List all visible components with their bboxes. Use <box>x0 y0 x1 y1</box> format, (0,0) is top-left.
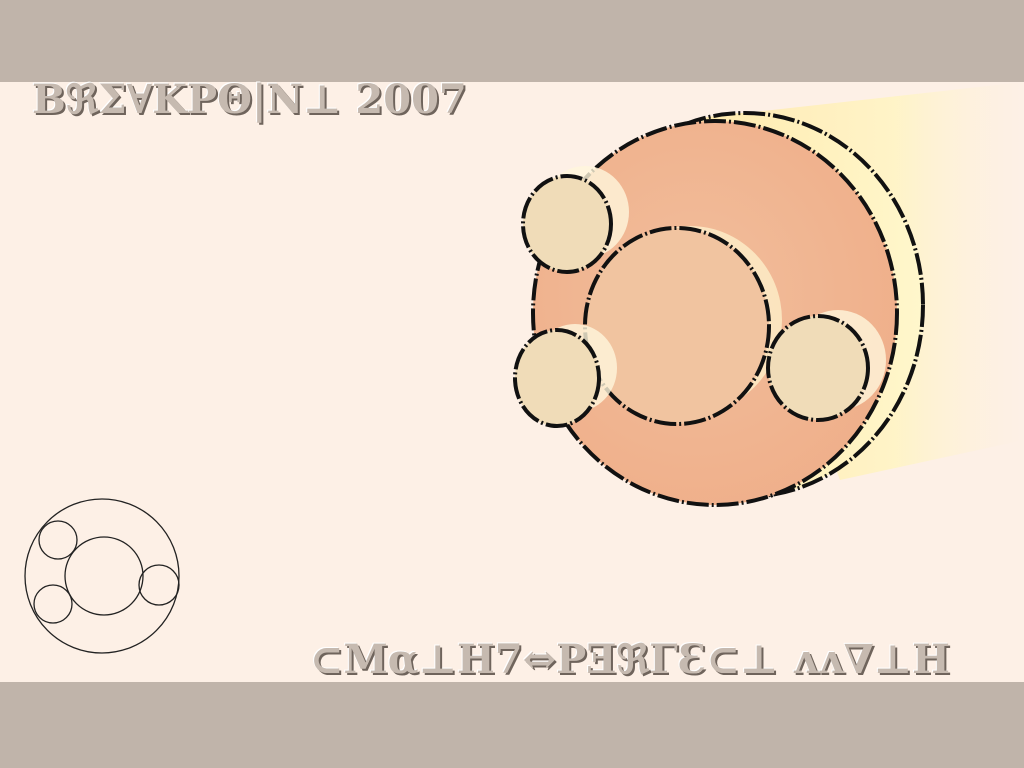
small-circle-right <box>766 314 870 422</box>
small-circle-bottom <box>513 328 601 428</box>
page-title: BℜΣ∀KΡΘ|N⊥ 2007 <box>32 76 467 123</box>
top-bar <box>0 0 1024 82</box>
inner-circle <box>583 226 771 426</box>
breakpoint-logo-outline-icon <box>24 498 180 654</box>
small-circle-top <box>521 174 613 274</box>
bottom-bar <box>0 682 1024 768</box>
page-subtitle: ⊂Mα⊥H7⇔PƎℜΓƐ⊂⊥ ʌʌ∇⊥H <box>310 636 950 683</box>
